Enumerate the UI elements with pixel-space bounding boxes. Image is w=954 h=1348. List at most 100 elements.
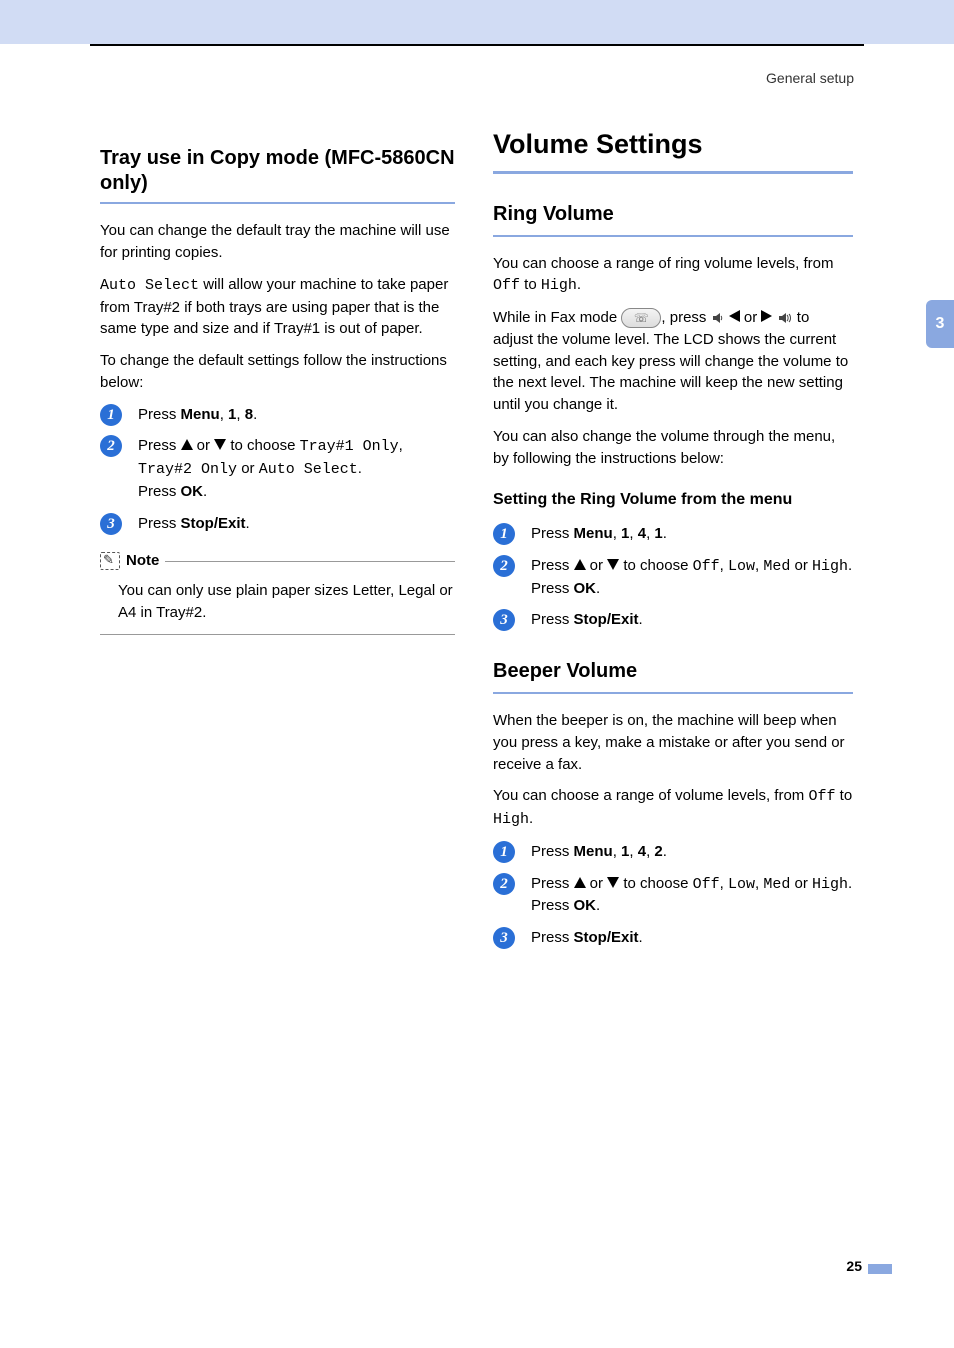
page-header: General setup — [0, 46, 954, 88]
step-item: 3 Press Stop/Exit. — [493, 609, 853, 631]
code-text: Auto Select — [100, 277, 199, 294]
paragraph: You can also change the volume through t… — [493, 426, 853, 470]
right-arrow-icon — [761, 310, 772, 322]
code-text: Off — [493, 277, 520, 294]
text: . — [577, 276, 581, 293]
step-badge-2: 2 — [493, 555, 515, 577]
stop-exit-key: Stop/Exit — [574, 929, 639, 946]
down-arrow-icon — [607, 559, 619, 570]
heading-ring-volume: Ring Volume — [493, 200, 853, 229]
ok-key: OK — [574, 897, 597, 914]
text: , — [629, 525, 637, 542]
divider — [493, 171, 853, 174]
note-rule — [165, 561, 455, 562]
note-title: Note — [126, 550, 159, 572]
text: or — [586, 875, 608, 892]
step-badge-2: 2 — [100, 435, 122, 457]
text: Press — [138, 437, 181, 454]
code-text: Auto Select — [259, 461, 358, 478]
heading-ring-menu: Setting the Ring Volume from the menu — [493, 489, 853, 511]
page-number: 25 — [846, 1256, 862, 1276]
paragraph: While in Fax mode ☏, press or to adjust … — [493, 307, 853, 416]
up-arrow-icon — [181, 439, 193, 450]
left-arrow-icon — [729, 310, 740, 322]
note-block: Note You can only use plain paper sizes … — [100, 550, 455, 634]
divider — [493, 692, 853, 694]
step-item: 1 Press Menu, 1, 8. — [100, 404, 455, 426]
text: . — [596, 897, 600, 914]
code-text: Off — [693, 876, 720, 893]
paragraph: You can change the default tray the mach… — [100, 220, 455, 264]
heading-volume-settings: Volume Settings — [493, 128, 853, 160]
text: or — [586, 557, 608, 574]
code-text: High — [812, 876, 848, 893]
up-arrow-icon — [574, 877, 586, 888]
text: Press — [531, 897, 574, 914]
code-text: High — [812, 558, 848, 575]
text: or — [193, 437, 215, 454]
text: . — [529, 810, 533, 827]
text: While in Fax mode — [493, 309, 621, 326]
down-arrow-icon — [214, 439, 226, 450]
step-badge-1: 1 — [493, 523, 515, 545]
text: or — [790, 875, 812, 892]
ok-key: OK — [574, 580, 597, 597]
code-text: Tray#2 Only — [138, 461, 237, 478]
text: , — [613, 525, 621, 542]
step-item: 3 Press Stop/Exit. — [493, 927, 853, 949]
key-8: 8 — [245, 406, 253, 423]
down-arrow-icon — [607, 877, 619, 888]
text: Press — [531, 525, 574, 542]
menu-key: Menu — [181, 406, 220, 423]
text: . — [639, 929, 643, 946]
step-item: 1 Press Menu, 1, 4, 1. — [493, 523, 853, 545]
step-item: 2 Press or to choose Tray#1 Only, Tray#2… — [100, 435, 455, 502]
code-text: High — [541, 277, 577, 294]
step-badge-1: 1 — [493, 841, 515, 863]
paragraph: You can choose a range of volume levels,… — [493, 785, 853, 831]
code-text: Tray#1 Only — [300, 438, 399, 455]
text: . — [596, 580, 600, 597]
text: . — [639, 611, 643, 628]
menu-key: Menu — [574, 525, 613, 542]
paragraph: Auto Select will allow your machine to t… — [100, 274, 455, 340]
step-badge-2: 2 — [493, 873, 515, 895]
text: , — [720, 557, 728, 574]
divider — [100, 202, 455, 204]
note-header: Note — [100, 550, 455, 572]
text: , — [629, 843, 637, 860]
text: . — [358, 460, 362, 477]
key-4: 4 — [638, 843, 646, 860]
step-badge-3: 3 — [493, 609, 515, 631]
step-list: 1 Press Menu, 1, 4, 1. 2 Press or to cho… — [493, 523, 853, 631]
code-text: Low — [728, 876, 755, 893]
code-text: Off — [693, 558, 720, 575]
text: , press — [661, 309, 710, 326]
text: . — [253, 406, 257, 423]
stop-exit-key: Stop/Exit — [574, 611, 639, 628]
note-body: You can only use plain paper sizes Lette… — [100, 578, 455, 634]
text: Press — [531, 580, 574, 597]
text: to — [835, 787, 852, 804]
note-rule — [100, 634, 455, 635]
page-number-bar — [868, 1264, 892, 1274]
code-text: Off — [808, 788, 835, 805]
text: , — [613, 843, 621, 860]
divider — [493, 235, 853, 237]
stop-exit-key: Stop/Exit — [181, 515, 246, 532]
code-text: Low — [728, 558, 755, 575]
text: to choose — [226, 437, 299, 454]
key-4: 4 — [638, 525, 646, 542]
key-1b: 1 — [654, 525, 662, 542]
step-badge-3: 3 — [100, 513, 122, 535]
step-list: 1 Press Menu, 1, 4, 2. 2 Press or to cho… — [493, 841, 853, 949]
text: , — [720, 875, 728, 892]
speaker-low-icon — [711, 311, 725, 325]
key-2: 2 — [654, 843, 662, 860]
text: . — [848, 875, 852, 892]
paragraph: When the beeper is on, the machine will … — [493, 710, 853, 775]
paragraph: You can choose a range of ring volume le… — [493, 253, 853, 298]
page: General setup 3 Tray use in Copy mode (M… — [0, 0, 954, 1348]
menu-key: Menu — [574, 843, 613, 860]
ok-key: OK — [181, 483, 204, 500]
